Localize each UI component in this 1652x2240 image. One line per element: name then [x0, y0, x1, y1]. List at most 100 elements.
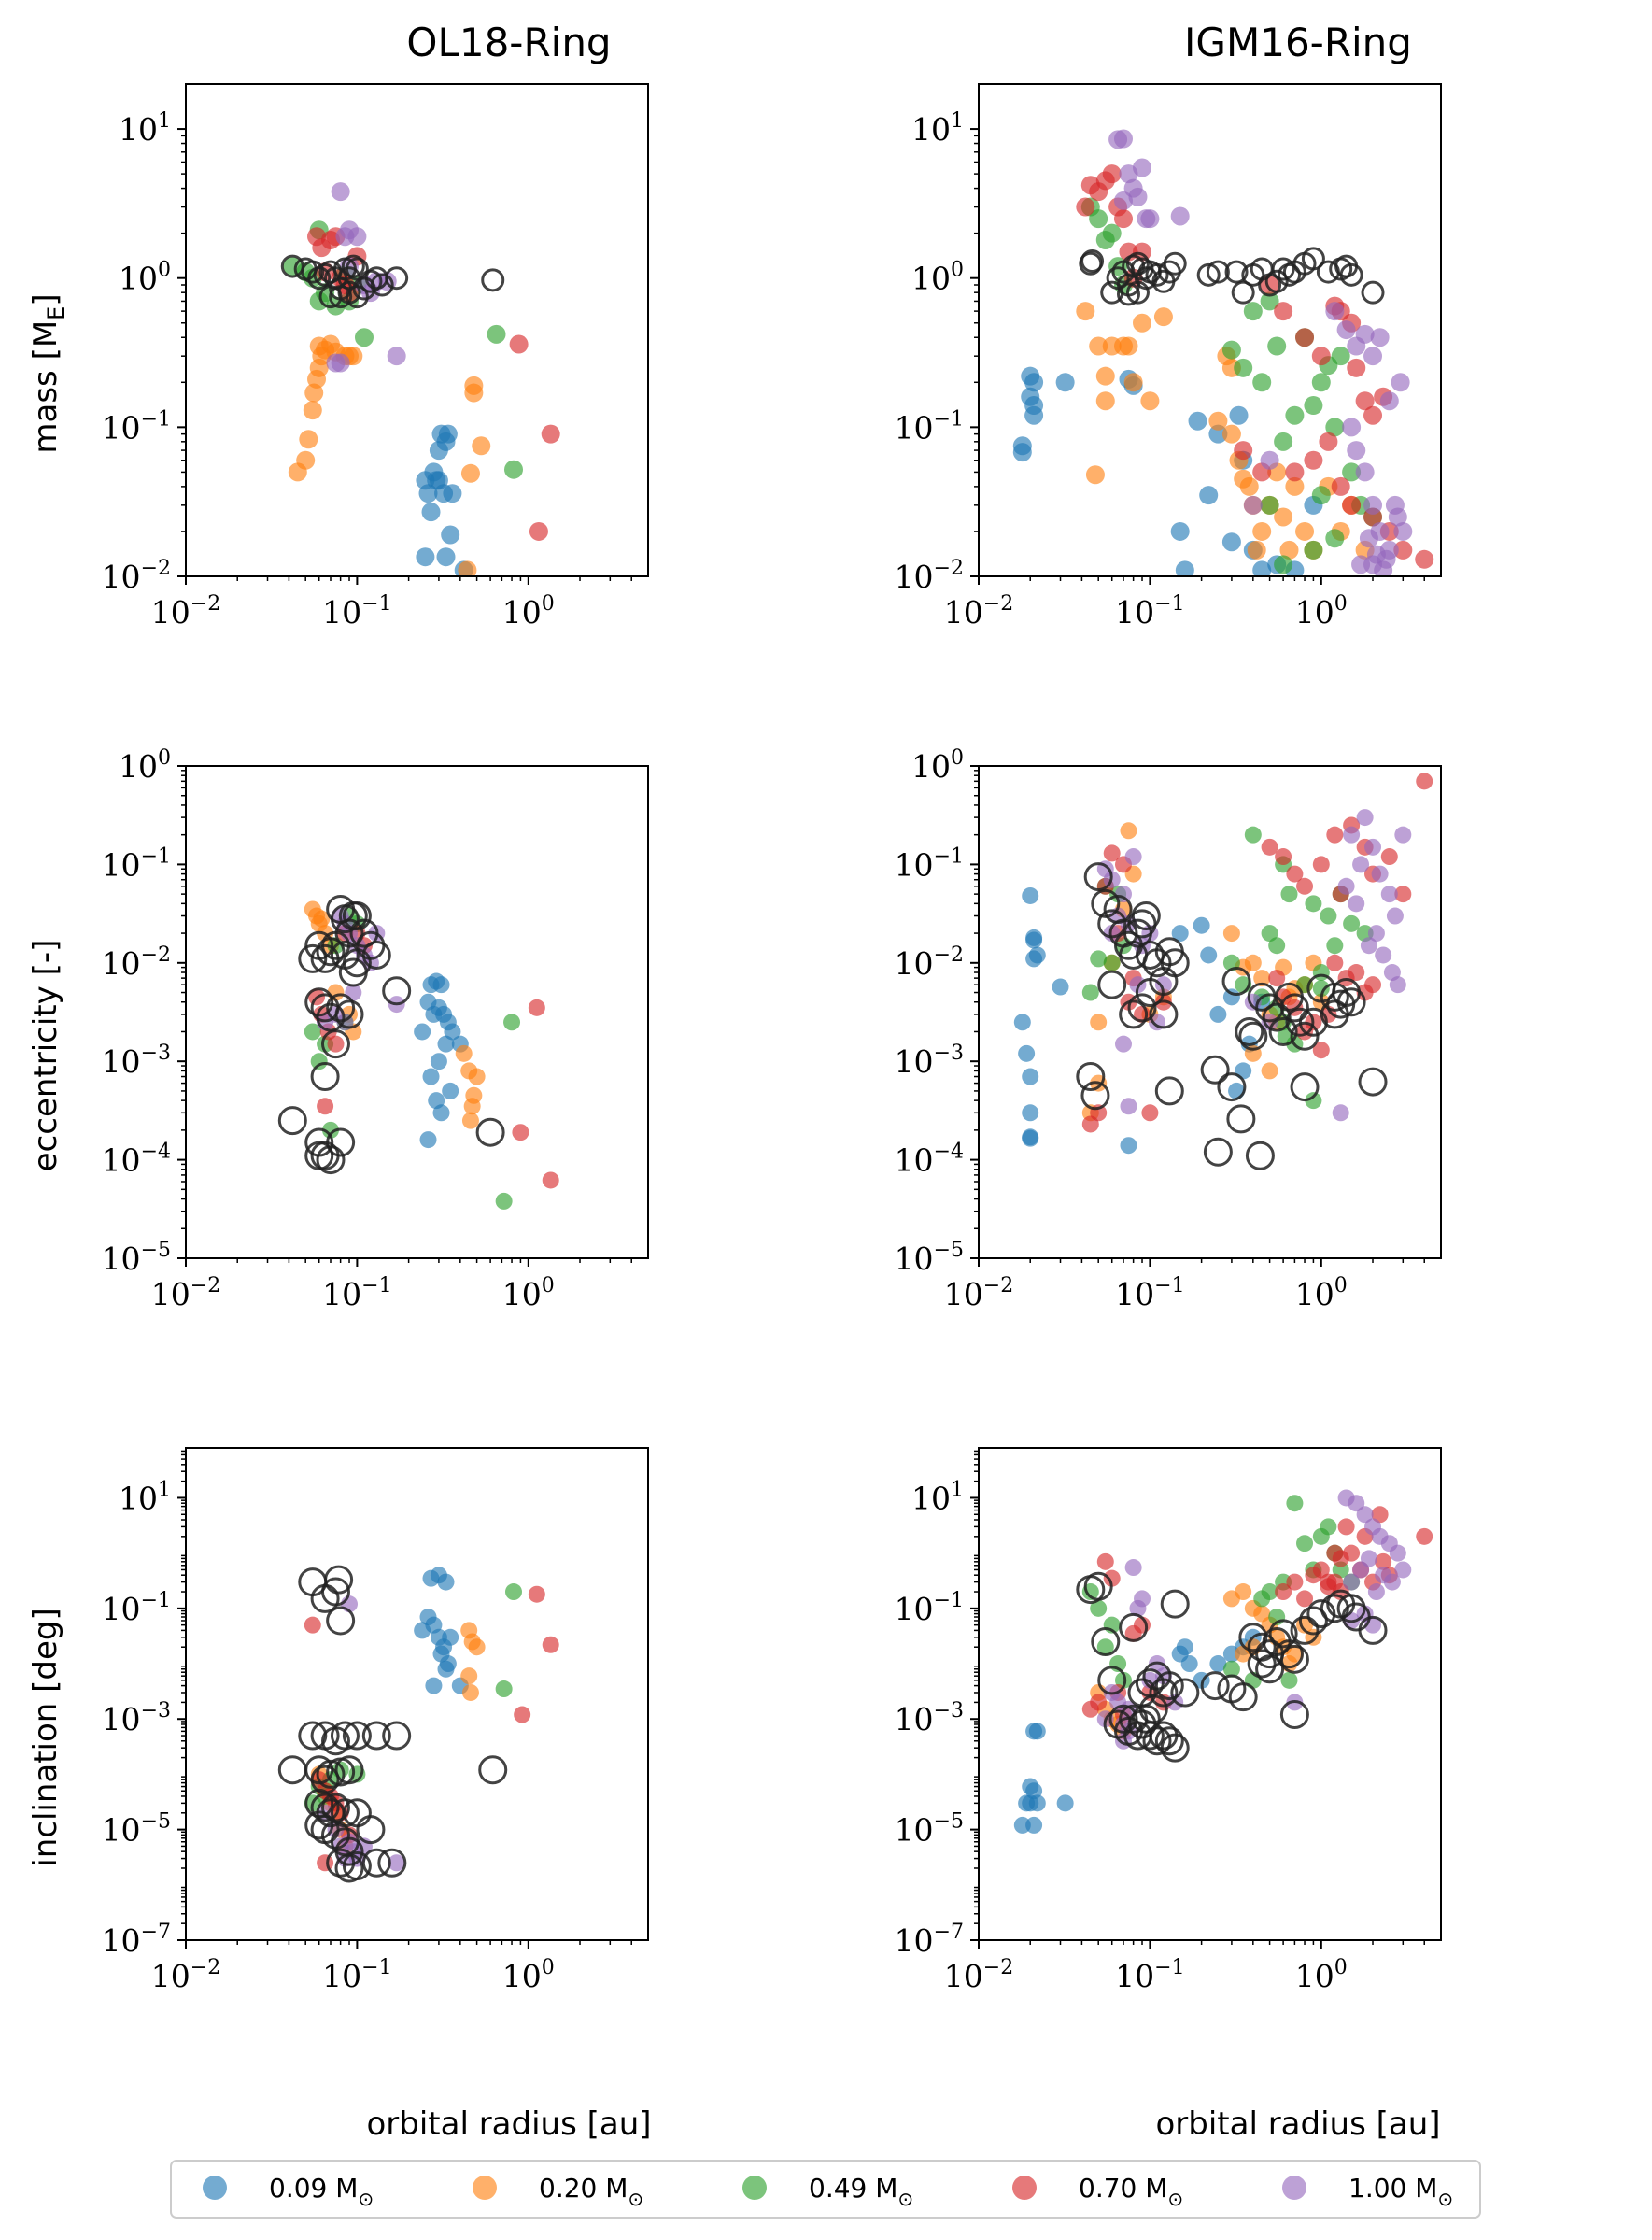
point: [1394, 886, 1412, 903]
point: [1285, 462, 1305, 482]
point: [1267, 336, 1287, 356]
outlined-point: [1119, 1612, 1149, 1642]
point: [1260, 450, 1279, 470]
point: [1052, 978, 1069, 996]
point: [317, 1854, 334, 1872]
point: [1304, 540, 1323, 560]
point: [1274, 555, 1293, 574]
outlined-point: [1149, 1678, 1179, 1708]
x-tick-label: 100: [1295, 1274, 1348, 1312]
outlined-point: [342, 1851, 372, 1881]
point: [468, 1638, 486, 1656]
point: [1268, 970, 1286, 987]
y-tick-label: 10−4: [895, 1141, 964, 1179]
point: [1234, 358, 1253, 377]
point: [1247, 540, 1266, 560]
point: [1113, 191, 1133, 210]
point: [1280, 1671, 1298, 1689]
point: [1393, 540, 1413, 560]
y-tick-label: 10−1: [895, 1589, 964, 1627]
point: [443, 484, 462, 503]
point: [1076, 302, 1095, 321]
xlabels: orbital radius [au] orbital radius [au]: [366, 2105, 1440, 2143]
xlabel-ol18: orbital radius [au]: [366, 2105, 651, 2143]
outlined-point: [1149, 999, 1179, 1029]
point: [437, 1573, 455, 1591]
outlined-point: [478, 1755, 508, 1785]
point: [1222, 988, 1240, 1006]
outlined-point: [1154, 1671, 1184, 1701]
y-tick-label: 10−5: [102, 1239, 171, 1277]
point: [1279, 540, 1299, 560]
point: [1193, 916, 1210, 934]
point: [1386, 907, 1404, 925]
outlined-point: [1358, 1067, 1388, 1097]
point: [1380, 848, 1398, 866]
outlined-point: [1203, 1137, 1233, 1167]
x-tick-label: 10−1: [1115, 1274, 1184, 1312]
axes-frame: [185, 765, 649, 1259]
point: [317, 1098, 334, 1115]
point: [1170, 521, 1190, 541]
point: [427, 471, 446, 490]
point: [1377, 549, 1396, 569]
point: [1312, 1042, 1330, 1059]
point: [1320, 1518, 1337, 1536]
point: [1305, 1092, 1322, 1110]
points-igm16-ecc: [1013, 773, 1433, 1170]
point: [1022, 1129, 1039, 1147]
outlined-point: [1097, 1666, 1127, 1695]
y-tick-label: 10−4: [102, 1141, 171, 1179]
point: [1124, 848, 1142, 866]
point: [1252, 560, 1272, 576]
x-tick-label: 10−2: [944, 592, 1013, 631]
outlined-point: [1231, 280, 1255, 305]
point: [487, 324, 506, 344]
outlined-point: [385, 266, 409, 291]
point: [1095, 391, 1115, 411]
x-tick-label: 100: [502, 1956, 555, 1994]
point: [455, 1044, 473, 1062]
point: [542, 1171, 559, 1189]
point: [1090, 1694, 1108, 1711]
outlined-point: [1279, 993, 1309, 1023]
point: [1280, 886, 1298, 903]
point: [1154, 976, 1172, 994]
point: [1022, 1104, 1039, 1122]
point: [327, 1035, 345, 1053]
point: [1235, 1583, 1252, 1601]
point: [441, 525, 460, 545]
point: [304, 1616, 321, 1634]
outlined-point: [301, 260, 325, 284]
legend-marker: [203, 2176, 227, 2200]
outlined-point: [1268, 1016, 1298, 1046]
point: [1261, 925, 1278, 943]
outlined-point: [1108, 1704, 1138, 1734]
legend-frame: [170, 2160, 1481, 2219]
point: [1140, 391, 1160, 411]
point: [1394, 1561, 1412, 1579]
point: [1028, 1794, 1046, 1812]
point: [1120, 1137, 1137, 1155]
point: [1260, 495, 1279, 515]
outlined-point: [334, 999, 364, 1029]
point: [1243, 495, 1263, 515]
y-tick-label: 10−1: [102, 1589, 171, 1627]
point: [528, 999, 545, 1016]
point: [1252, 373, 1272, 392]
y-tick-label: 10−1: [102, 407, 171, 446]
outlined-point: [1320, 999, 1349, 1029]
point: [1371, 1506, 1389, 1524]
point: [1018, 1044, 1036, 1062]
point: [1095, 366, 1115, 386]
point: [1113, 209, 1133, 229]
outlined-point: [1076, 1062, 1106, 1092]
point: [1275, 1583, 1292, 1601]
point: [1286, 1573, 1304, 1591]
outlined-point: [1154, 1726, 1184, 1756]
outlined-point: [1138, 1694, 1168, 1724]
outlined-point: [1301, 247, 1325, 271]
point: [1274, 432, 1293, 451]
point: [1244, 826, 1262, 844]
point: [1416, 1527, 1433, 1545]
